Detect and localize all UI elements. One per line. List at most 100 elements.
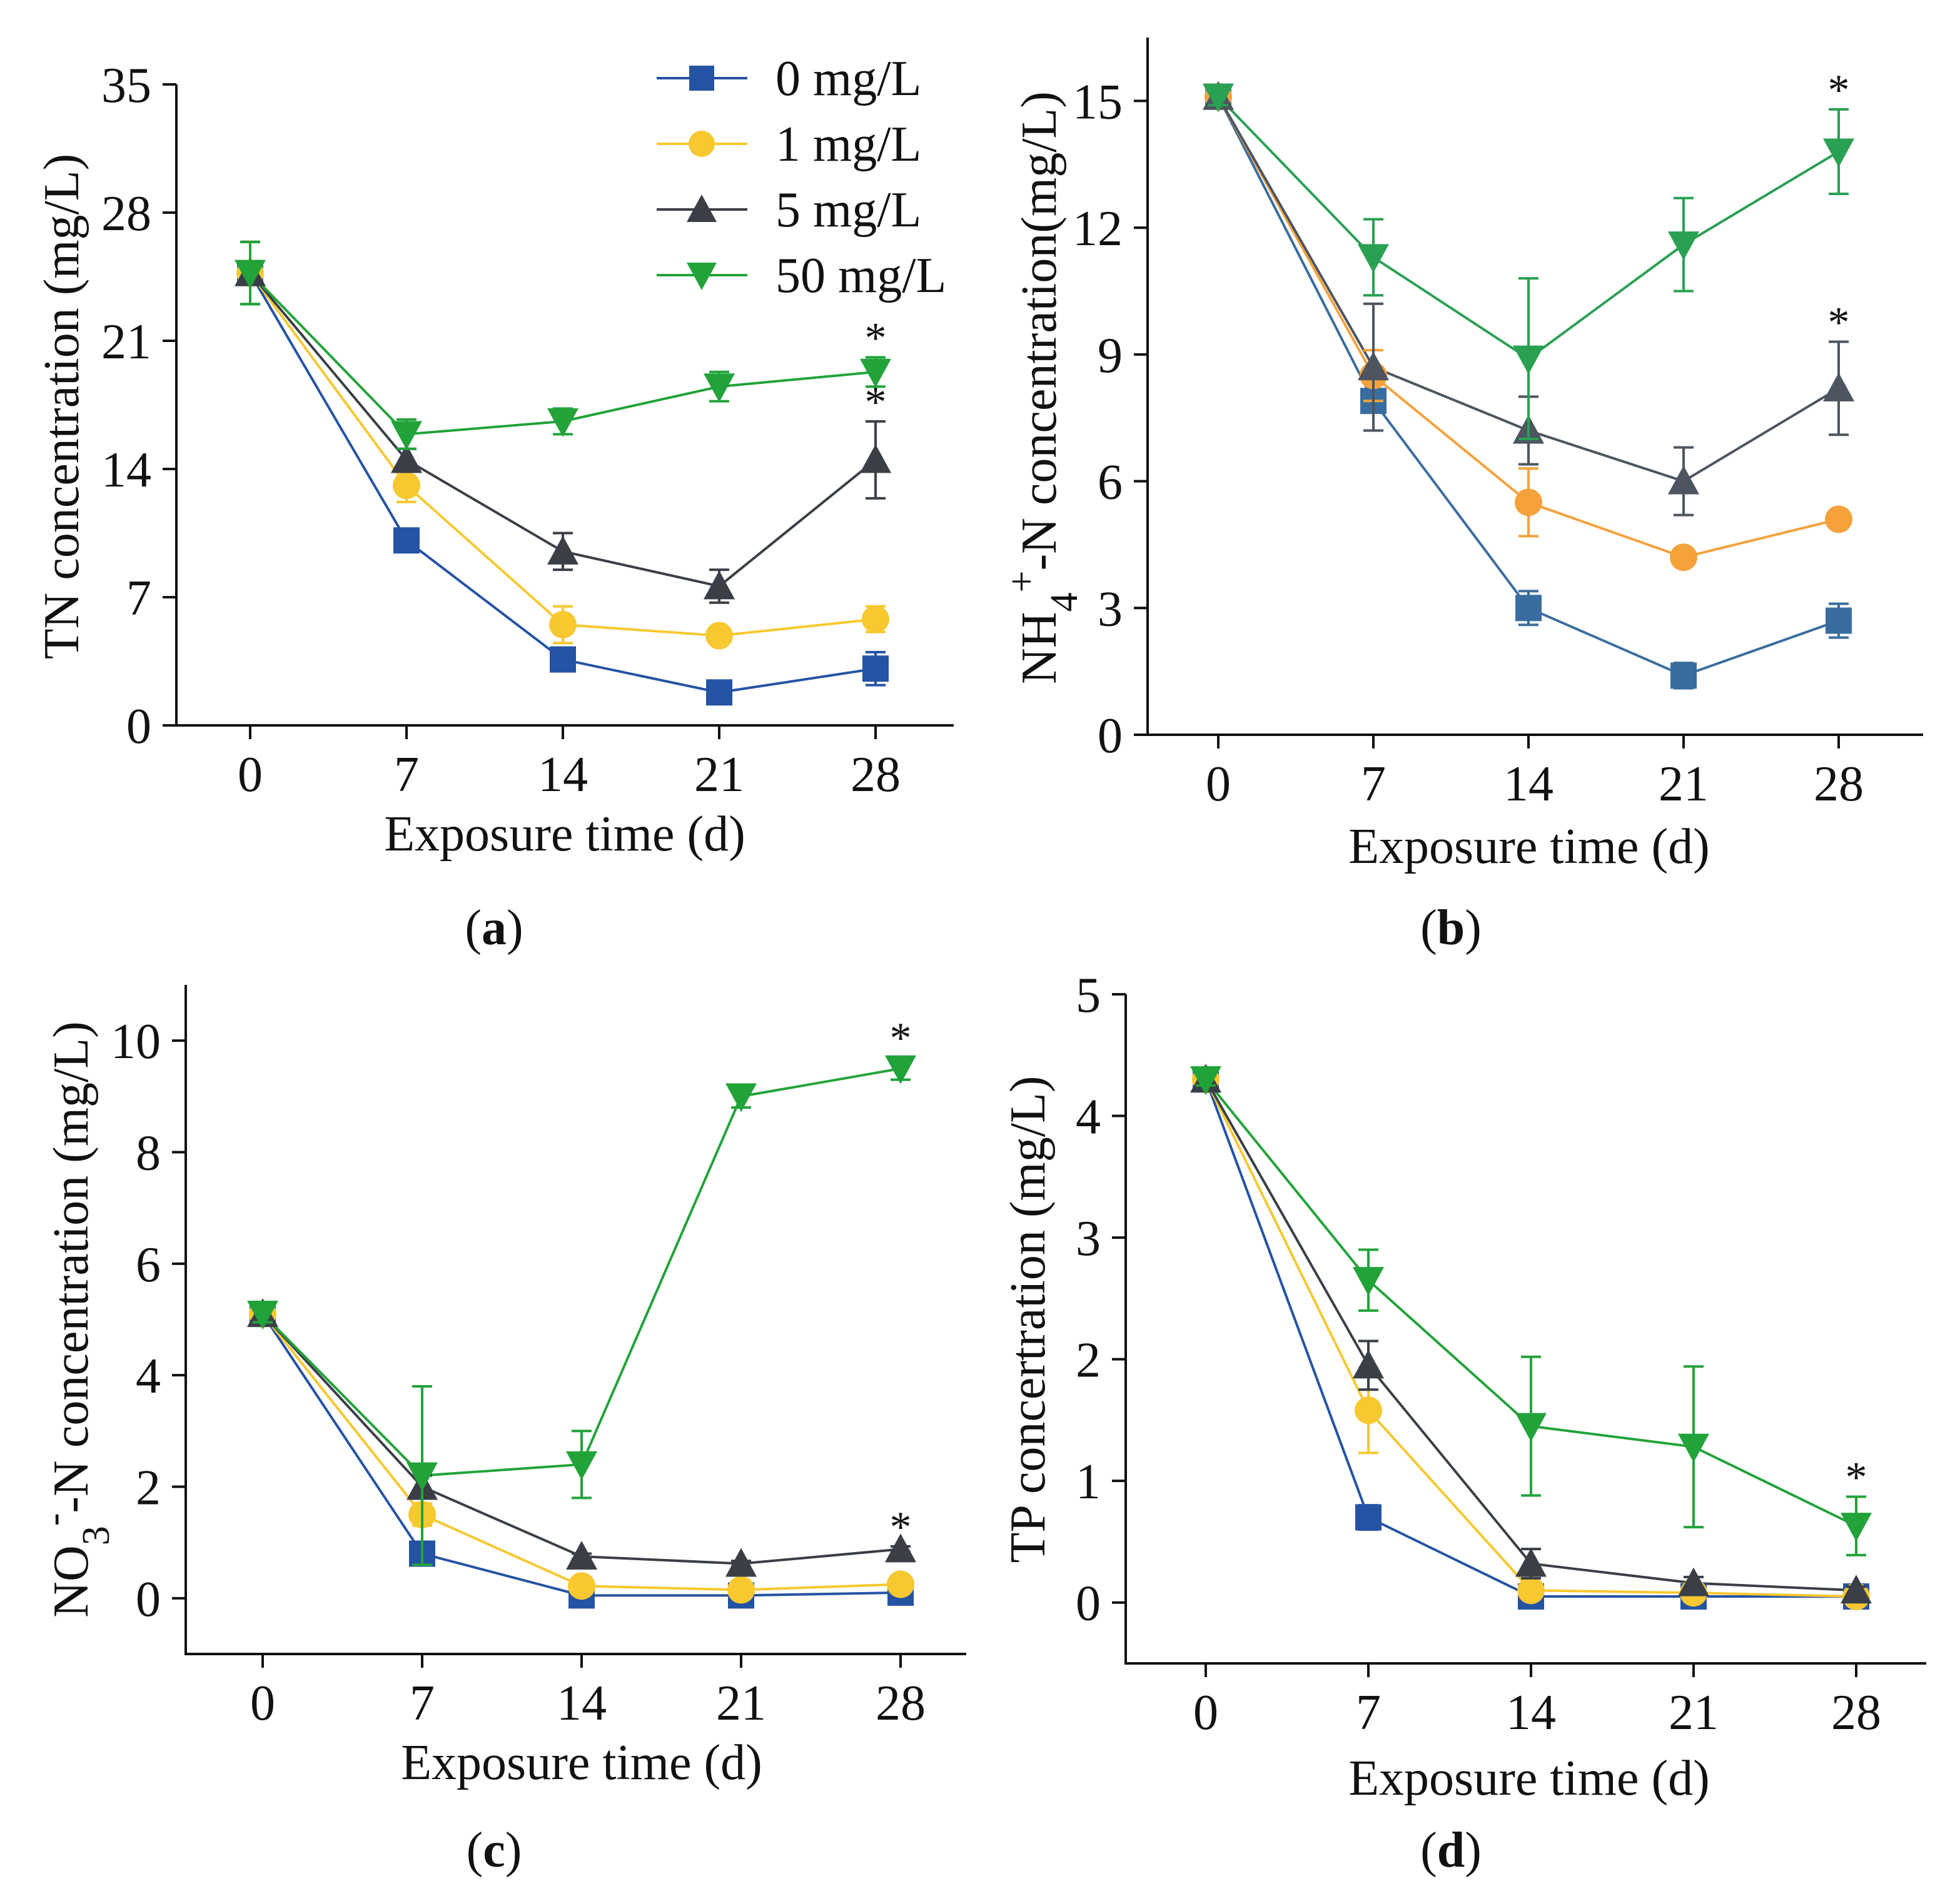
panel-a-y-tick-label: 35	[101, 58, 151, 113]
panel-b-y-tick-label: 0	[1098, 708, 1123, 764]
panel-a-data-point-3-4	[860, 358, 891, 388]
legend-marker-shape-0	[689, 66, 714, 91]
panel-b-data-point-3-4	[1823, 138, 1854, 168]
panel-c-data-point-3-3	[725, 1083, 757, 1112]
panel-d-data-point-1-1	[1355, 1396, 1382, 1425]
panel-a-y-tick-label: 28	[101, 186, 151, 241]
panel-a-data-point-2-1	[391, 444, 422, 473]
panel-b-x-tick-label: 21	[1659, 757, 1709, 812]
panel-a-data-point-3-2	[547, 408, 578, 437]
panel-b-y-title-pre: NH	[1012, 612, 1067, 684]
panel-a-y-tick-label: 7	[126, 571, 151, 626]
panel-d-x-tick-label: 28	[1831, 1685, 1881, 1740]
panel-c-data-point-2-4	[885, 1533, 916, 1563]
panel-c-y-tick-label: 0	[136, 1572, 161, 1627]
panel-b-x-tick-label: 7	[1361, 757, 1386, 812]
panel-d-data-point-3-1	[1353, 1267, 1384, 1296]
legend-item-3: 50 mg/L	[657, 248, 946, 303]
panel-d-axes	[1124, 994, 1926, 1665]
panel-c-x-axis-title: Exposure time (d)	[401, 1735, 762, 1790]
panel-a-y-tick-label: 0	[126, 699, 151, 754]
panel-d-label: (d)	[1420, 1823, 1482, 1878]
panel-c-label-letter: c	[483, 1823, 505, 1878]
panel-b-y-tick-label: 9	[1098, 328, 1123, 383]
panel-a-data-point-0-3	[706, 679, 732, 706]
panel-c-data-point-3-4	[885, 1055, 916, 1084]
panel-d-series-line-1	[1205, 1079, 1857, 1598]
panel-d-x-tick-label: 7	[1356, 1685, 1381, 1740]
panel-c-significance-marker: *	[890, 1503, 912, 1551]
panel-b-data-point-2-4	[1823, 372, 1854, 401]
panel-b-data-point-3-3	[1668, 231, 1699, 261]
panel-d-data-point-1-2	[1517, 1576, 1545, 1605]
panel-d-data-point-3-2	[1515, 1413, 1547, 1442]
panel-c-axes	[184, 985, 966, 1655]
panel-c-data-point-3-2	[566, 1451, 597, 1480]
panel-b-data-point-2-3	[1668, 465, 1699, 495]
panel-b-y-title-sub: 4	[1043, 592, 1086, 612]
panel-d-y-axis-title: TP concertration (mg/L)	[1001, 1076, 1056, 1563]
panel-a-series-line-1	[249, 272, 876, 637]
panel-c-axis-frame	[184, 985, 966, 1655]
panel-b-y-axis-title: NH4+-N concentration(mg/L)	[1001, 91, 1086, 684]
panel-d-data-point-0-1	[1355, 1504, 1382, 1531]
legend-marker-shape-1	[689, 131, 715, 157]
panel-b-data-point-2-1	[1358, 351, 1389, 381]
panel-c-x-tick-label: 28	[876, 1676, 926, 1731]
panel-d-y-tick-label: 1	[1076, 1455, 1101, 1510]
panel-a-data-point-1-1	[393, 471, 420, 500]
panel-c-y-tick-label: 10	[111, 1014, 161, 1069]
panel-a-label: (a)	[465, 900, 523, 956]
panel-a-y-tick-label: 21	[101, 315, 151, 370]
legend-marker-1	[689, 131, 715, 157]
legend-marker-shape-2	[687, 194, 717, 222]
legend-item-0: 0 mg/L	[657, 51, 921, 106]
panel-c-data-point-1-4	[887, 1570, 914, 1598]
panel-d-data-point-2-1	[1353, 1349, 1384, 1379]
panel-c-data-point-2-2	[566, 1540, 597, 1570]
panel-a-y-axis-title: TN concentration (mg/L)	[34, 154, 89, 660]
panel-a-data-point-0-2	[550, 646, 576, 673]
panel-b-axis-frame	[1146, 38, 1923, 736]
panel-a-ticks: 0 7 14 21 28 0 7 14 21 28 35	[101, 58, 901, 802]
panel-d: 0 7 14 21 28 0 1 2 3 4 5 * Exposure time (d) TP co…	[1001, 968, 1926, 1878]
panel-b-y-tick-label: 3	[1098, 582, 1123, 637]
panel-c-data-point-3-0	[247, 1301, 278, 1330]
panel-c-data-point-1-3	[727, 1576, 755, 1604]
panel-a-data-point-0-1	[393, 527, 420, 554]
panel-c-y-tick-label: 2	[136, 1461, 161, 1516]
panel-d-data-point-2-2	[1515, 1548, 1547, 1577]
panel-d-x-tick-label: 14	[1506, 1685, 1556, 1740]
panel-a-x-tick-label: 7	[394, 747, 419, 802]
panel-c-x-tick-label: 0	[250, 1676, 275, 1731]
panel-d-y-tick-label: 2	[1076, 1333, 1101, 1388]
panel-d-x-tick-label: 21	[1669, 1685, 1719, 1740]
panel-c-y-title-pre: NO	[44, 1545, 99, 1618]
panel-b-data-point-1-2	[1515, 488, 1542, 517]
panel-a-plot: **	[235, 240, 891, 706]
panel-b-label-letter: b	[1437, 900, 1465, 956]
panel-c-y-axis-title: NO3--N concentration (mg/L)	[33, 1021, 118, 1618]
panel-a-data-point-1-3	[705, 622, 733, 650]
panel-c-x-tick-label: 7	[410, 1676, 435, 1731]
panel-d-y-tick-label: 5	[1076, 968, 1101, 1023]
panel-c-data-point-3-1	[407, 1462, 438, 1491]
panel-a-data-point-3-1	[391, 421, 422, 450]
panel-a-data-point-1-2	[549, 610, 577, 638]
panel-c-y-title-post: -N concentration (mg/L)	[44, 1021, 99, 1513]
panel-b-significance-marker: *	[1828, 299, 1850, 347]
panel-d-ticks: 0 7 14 21 28 0 1 2 3 4 5	[1076, 968, 1881, 1740]
panel-d-y-tick-label: 4	[1076, 1090, 1101, 1145]
panel-d-data-point-3-3	[1678, 1433, 1709, 1463]
panel-b-significance-marker: *	[1828, 66, 1850, 114]
legend-label-2: 5 mg/L	[775, 183, 921, 238]
legend-label-3: 50 mg/L	[775, 248, 946, 303]
panel-c-label: (c)	[467, 1823, 522, 1878]
panel-a-x-tick-label: 0	[238, 747, 263, 802]
panel-c-x-tick-label: 14	[557, 1676, 607, 1731]
panel-b-data-point-0-2	[1515, 595, 1542, 622]
